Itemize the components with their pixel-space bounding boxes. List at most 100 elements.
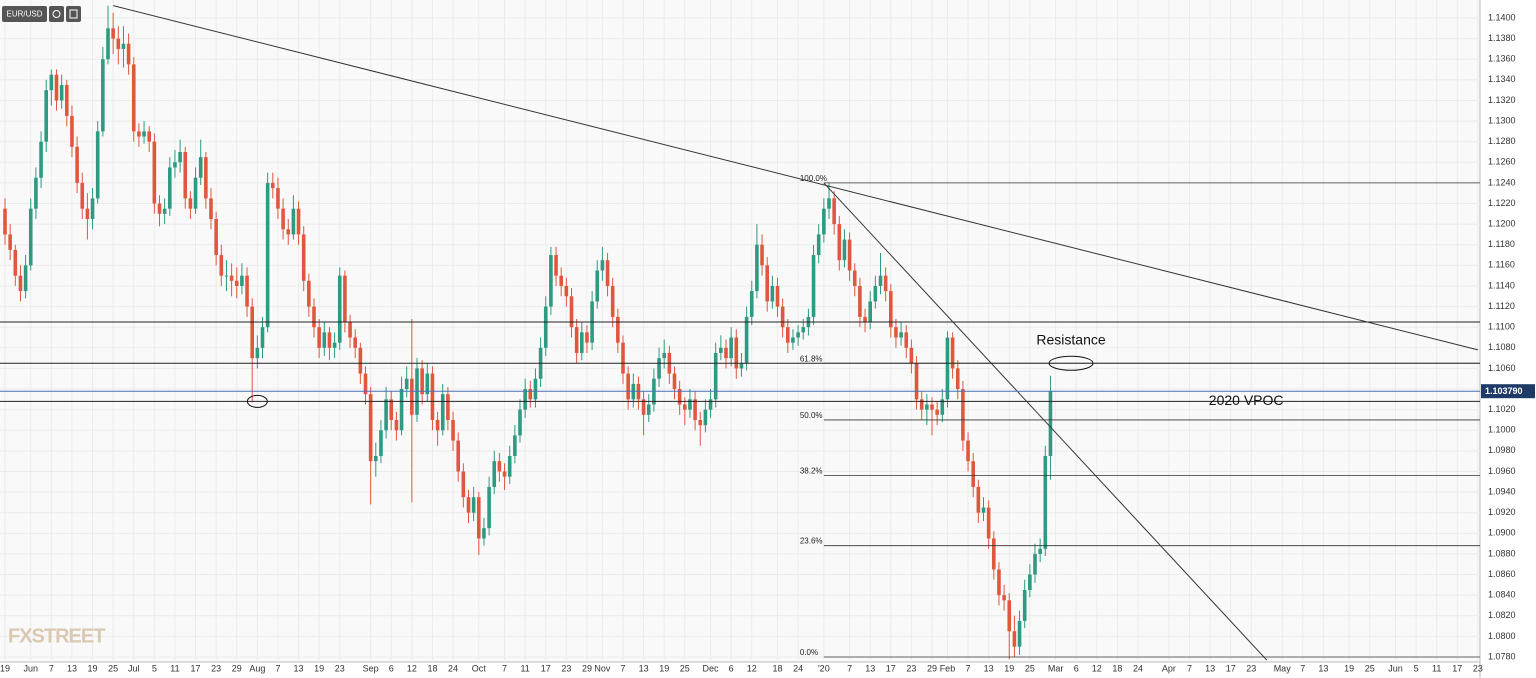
- x-tick-label: 7: [966, 663, 971, 673]
- x-tick-label: 24: [448, 663, 458, 673]
- symbol-label[interactable]: EUR/USD: [6, 10, 42, 19]
- y-tick-label: 1.0960: [1488, 466, 1516, 476]
- ellipse-marker: [1048, 355, 1094, 371]
- x-tick-label: 13: [1318, 663, 1328, 673]
- settings-icon[interactable]: [69, 9, 78, 19]
- candle-body: [327, 332, 332, 348]
- candle-body: [446, 394, 450, 420]
- candle-body: [1022, 590, 1027, 621]
- candle-body: [528, 389, 533, 400]
- y-tick-label: 1.1160: [1488, 260, 1515, 270]
- x-tick-label: 19: [1004, 663, 1014, 673]
- x-tick-label: 13: [1205, 663, 1215, 673]
- candle-body: [214, 218, 218, 256]
- refresh-icon[interactable]: [52, 10, 61, 18]
- symbol-box[interactable]: [2, 6, 47, 22]
- candle-body: [492, 461, 497, 487]
- candle-body: [101, 59, 105, 132]
- candle-body: [760, 244, 764, 266]
- candle-body: [961, 389, 965, 441]
- fib-label: 0.0%: [800, 648, 818, 657]
- candle-body: [683, 404, 687, 410]
- candle-body: [271, 182, 275, 189]
- candle-body: [744, 316, 749, 364]
- candle-body: [59, 84, 64, 101]
- candle-body: [713, 352, 718, 400]
- candle-body: [224, 275, 229, 277]
- x-tick-label: Jun: [23, 663, 38, 673]
- candle-body: [255, 347, 260, 359]
- candle-body: [945, 337, 950, 400]
- candle-body: [54, 74, 59, 101]
- fib-label: 100.0%: [800, 174, 827, 183]
- refresh-button[interactable]: [49, 6, 64, 22]
- grid: 1.0780 1.0800 1.0820 1.0840 1.0860 1.0880 1.09…: [0, 0, 1516, 673]
- candle-body: [399, 389, 404, 431]
- plot-background: [0, 0, 1480, 662]
- candle-body: [878, 275, 883, 286]
- marks: [3, 5, 1053, 660]
- candle-body: [95, 131, 100, 199]
- candle-body: [610, 285, 615, 317]
- candle-body: [487, 486, 491, 529]
- x-tick-label: 23: [211, 663, 221, 673]
- candle-body: [363, 373, 368, 395]
- x-tick-label: 5: [152, 663, 157, 673]
- candle-body: [595, 270, 600, 302]
- x-tick-label: 13: [294, 663, 304, 673]
- ellipse-marker: [246, 394, 268, 408]
- x-tick-label: 13: [639, 663, 649, 673]
- candle-body: [435, 419, 440, 431]
- candle-body: [34, 177, 38, 209]
- y-tick-label: 1.1240: [1488, 177, 1516, 187]
- x-tick-label: 6: [389, 663, 394, 673]
- candle-body: [384, 399, 388, 431]
- candle-body: [677, 389, 682, 405]
- candle-body: [198, 157, 203, 178]
- candle-body: [935, 409, 939, 415]
- candle-body: [842, 239, 847, 261]
- candle-body: [234, 280, 239, 286]
- x-tick-label: 29: [927, 663, 937, 673]
- candle-body: [425, 373, 430, 395]
- candle-body: [322, 332, 327, 348]
- y-tick-label: 1.1280: [1488, 136, 1516, 146]
- candle-body: [131, 64, 136, 132]
- candle-body: [816, 234, 821, 256]
- candle-body: [827, 198, 831, 209]
- candle-body: [1002, 595, 1006, 601]
- candle-body: [693, 399, 697, 420]
- candle-body: [966, 440, 970, 462]
- candle-body: [523, 389, 527, 410]
- candle-body: [250, 306, 254, 359]
- candle-body: [168, 167, 172, 209]
- x-tick-label: 24: [793, 663, 803, 673]
- candle-body: [106, 28, 110, 60]
- candle-body: [549, 255, 553, 307]
- candle-body: [348, 322, 352, 338]
- candle-body: [585, 332, 589, 343]
- overlays: 100.0% 61.8% 50.0% 38.2% 23.6% 0.0% Resistance…: [0, 5, 1535, 661]
- x-tick-label: 7: [847, 663, 852, 673]
- x-tick-label: 18: [1112, 663, 1122, 673]
- candle-body: [410, 378, 414, 415]
- candle-body: [899, 332, 903, 338]
- candle-body: [157, 203, 162, 214]
- candle-body: [543, 306, 548, 348]
- candle-body: [688, 399, 692, 410]
- x-tick-label: 25: [108, 663, 118, 673]
- candle-body: [698, 419, 703, 426]
- candle-body: [497, 461, 502, 472]
- candle-body: [981, 507, 986, 513]
- candle-body: [245, 275, 249, 307]
- candle-body: [18, 275, 23, 292]
- settings-button[interactable]: [66, 6, 81, 22]
- candle-body: [1012, 631, 1017, 647]
- x-tick-label: 7: [502, 663, 507, 673]
- x-tick-label: 12: [1092, 663, 1102, 673]
- candle-body: [430, 373, 435, 420]
- candle-body: [822, 208, 826, 235]
- y-tick-label: 1.1200: [1488, 219, 1516, 229]
- y-tick-label: 1.0860: [1488, 569, 1516, 579]
- candle-body: [23, 265, 28, 292]
